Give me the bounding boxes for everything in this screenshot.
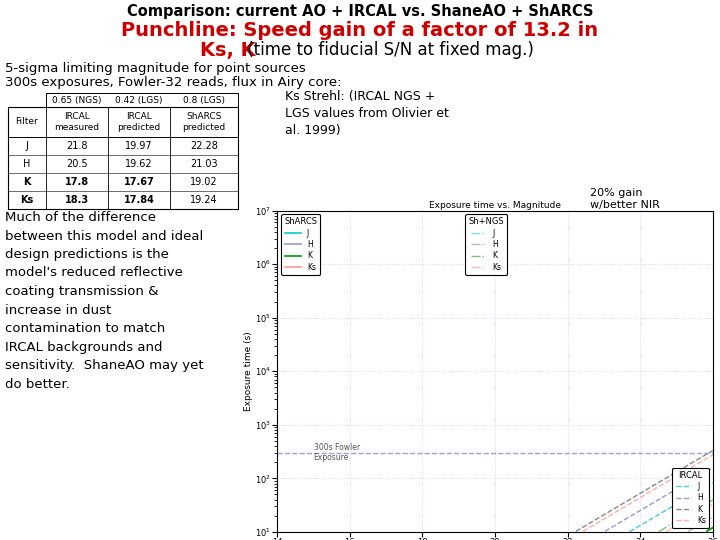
Text: Ks Strehl: (IRCAL NGS +
LGS values from Olivier et
al. 1999): Ks Strehl: (IRCAL NGS + LGS values from … <box>285 90 449 137</box>
Text: 19.24: 19.24 <box>190 195 218 205</box>
Text: IRCAL
predicted: IRCAL predicted <box>117 112 161 132</box>
Title: Exposure time vs. Magnitude: Exposure time vs. Magnitude <box>429 201 561 210</box>
Text: 17.8: 17.8 <box>65 177 89 187</box>
Text: 300s Fowler
Exposure: 300s Fowler Exposure <box>313 443 359 462</box>
Text: (time to fiducial S/N at fixed mag.): (time to fiducial S/N at fixed mag.) <box>242 41 534 59</box>
Y-axis label: Exposure time (s): Exposure time (s) <box>244 332 253 411</box>
Text: 19.62: 19.62 <box>125 159 153 169</box>
Text: IRCAL
measured: IRCAL measured <box>55 112 99 132</box>
Text: J: J <box>26 141 28 151</box>
Text: 19.97: 19.97 <box>125 141 153 151</box>
Text: 20.5: 20.5 <box>66 159 88 169</box>
Text: 300s exposures, Fowler-32 reads, flux in Airy core:: 300s exposures, Fowler-32 reads, flux in… <box>5 76 341 89</box>
Bar <box>46 93 238 107</box>
Text: Comparison: current AO + IRCAL vs. ShaneAO + ShARCS: Comparison: current AO + IRCAL vs. Shane… <box>127 4 593 19</box>
Legend: J, H, K, Ks: J, H, K, Ks <box>672 468 709 528</box>
Text: 19.02: 19.02 <box>190 177 218 187</box>
Text: ShARCS
predicted: ShARCS predicted <box>182 112 225 132</box>
Text: K: K <box>23 177 31 187</box>
Text: H: H <box>23 159 31 169</box>
Text: 21.03: 21.03 <box>190 159 218 169</box>
Text: Filter: Filter <box>16 118 38 126</box>
Text: 18.3: 18.3 <box>65 195 89 205</box>
Text: 17.67: 17.67 <box>124 177 154 187</box>
Text: Ks: Ks <box>20 195 34 205</box>
Text: 21.8: 21.8 <box>66 141 88 151</box>
Text: 17.84: 17.84 <box>124 195 154 205</box>
Bar <box>8 107 238 209</box>
Text: Much of the difference
between this model and ideal
design predictions is the
mo: Much of the difference between this mode… <box>5 211 204 390</box>
Text: 0.65 (NGS): 0.65 (NGS) <box>53 96 102 105</box>
Text: 22.28: 22.28 <box>190 141 218 151</box>
Text: Ks, K: Ks, K <box>200 41 256 60</box>
Text: 5-sigma limiting magnitude for point sources: 5-sigma limiting magnitude for point sou… <box>5 62 306 75</box>
Text: 0.42 (LGS): 0.42 (LGS) <box>115 96 163 105</box>
Text: 0.8 (LGS): 0.8 (LGS) <box>183 96 225 105</box>
Text: 20% gain
w/better NIR
filters!: 20% gain w/better NIR filters! <box>590 188 660 221</box>
Text: Punchline: Speed gain of a factor of 13.2 in: Punchline: Speed gain of a factor of 13.… <box>122 21 598 40</box>
